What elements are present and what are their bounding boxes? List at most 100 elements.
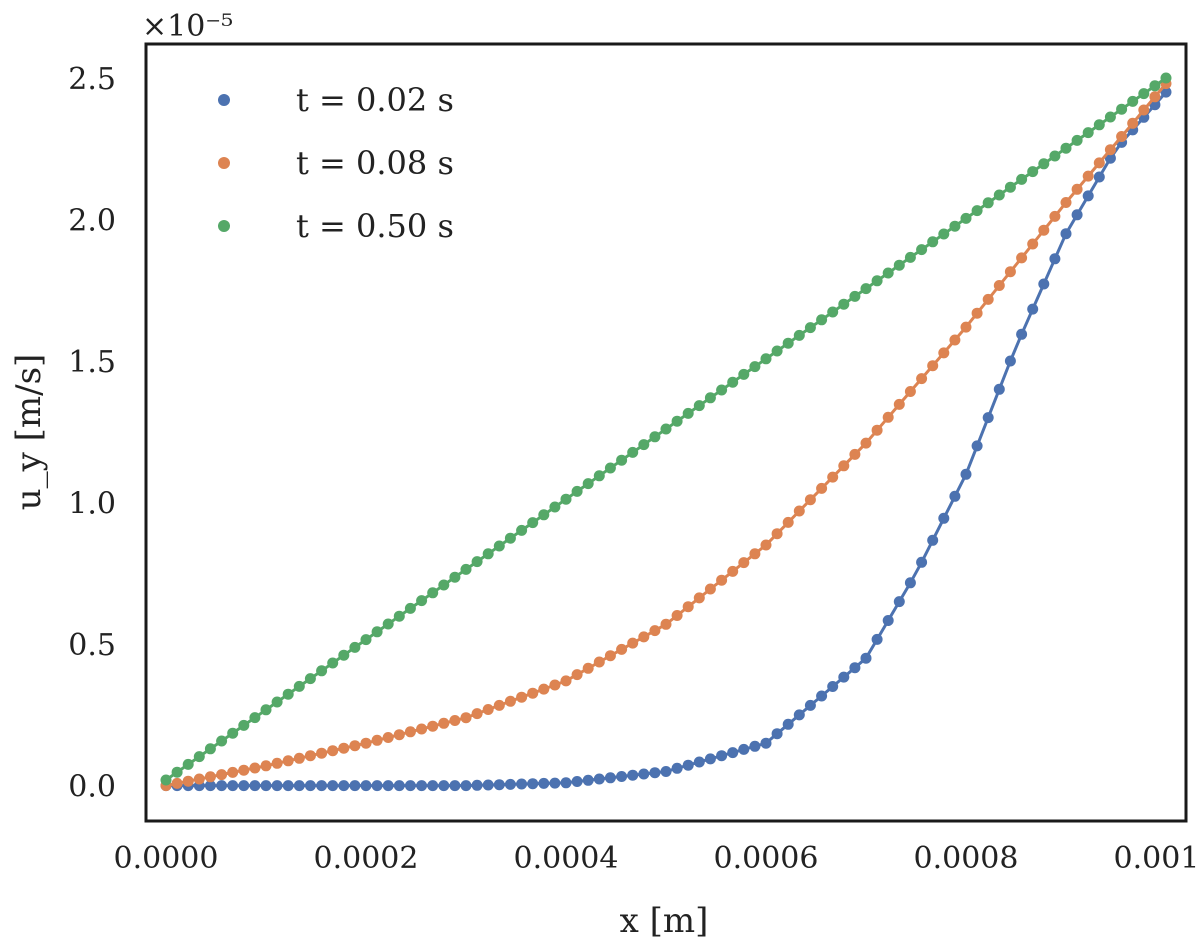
series-2-point: [1060, 197, 1072, 208]
series-1-point: [716, 750, 728, 762]
series-1-point: [404, 780, 416, 792]
series-layer: [160, 72, 1172, 792]
series-3-point: [749, 361, 761, 373]
series-3-point: [371, 626, 383, 638]
series-2-point: [449, 715, 461, 726]
series-1-point: [393, 780, 405, 792]
series-2-point: [316, 747, 328, 759]
y-tick-label: 0.0: [68, 770, 116, 805]
series-2-point: [327, 745, 339, 757]
series-1-point: [427, 780, 439, 792]
series-3-point: [771, 345, 783, 357]
series-3-point: [849, 290, 861, 302]
series-2-point: [1049, 210, 1061, 222]
series-3-point: [993, 189, 1005, 201]
legend-label: t = 0.02 s: [296, 81, 454, 119]
series-1-point: [471, 779, 483, 791]
series-3-point: [671, 415, 683, 427]
series-3-point: [549, 501, 561, 513]
series-2-point: [171, 777, 183, 789]
series-2-point: [260, 760, 272, 772]
series-3-point: [649, 431, 661, 443]
series-3-point: [660, 423, 672, 435]
series-1-point: [849, 662, 861, 674]
series-2-point: [649, 625, 661, 637]
series-3-point: [160, 774, 172, 786]
series-2-point: [982, 293, 994, 305]
series-2-point: [560, 675, 572, 687]
series-1-point: [316, 780, 328, 792]
series-2-point: [460, 712, 472, 724]
series-3-point: [760, 353, 772, 365]
series-1-point: [827, 681, 839, 692]
series-1-point: [1004, 355, 1016, 367]
series-1-point: [804, 699, 816, 711]
series-3-point: [1082, 127, 1094, 139]
series-3-point: [527, 517, 539, 529]
series-2-point: [871, 424, 883, 436]
series-1-point: [371, 780, 383, 792]
series-2-point: [371, 734, 383, 746]
series-3-point: [327, 657, 339, 669]
series-2-point: [938, 347, 950, 359]
series-3-point: [182, 758, 194, 770]
series-2-point: [360, 737, 372, 749]
series-1-point: [893, 596, 905, 608]
series-2-point: [804, 494, 816, 506]
series-3-point: [1049, 150, 1061, 162]
series-1-point: [1093, 171, 1105, 183]
series-1-point: [560, 777, 572, 789]
series-2-point: [727, 565, 739, 577]
series-2-point: [738, 557, 750, 569]
series-2-point: [271, 757, 283, 769]
series-3: [160, 72, 1172, 786]
series-2-point: [304, 750, 316, 762]
series-1-point: [349, 780, 361, 792]
series-3-point: [382, 618, 394, 630]
series-1-point: [916, 556, 928, 568]
series-1-point: [527, 778, 539, 790]
y-tick-label: 0.5: [68, 628, 116, 663]
series-3-point: [782, 337, 794, 349]
series-1-point: [971, 440, 983, 452]
series-1-point: [671, 762, 683, 774]
legend-label: t = 0.08 s: [296, 144, 454, 182]
series-2-point: [504, 695, 516, 707]
series-3-point: [204, 743, 216, 755]
series-2-point: [404, 726, 416, 738]
series-2-point: [471, 708, 483, 720]
series-2: [160, 78, 1172, 792]
x-tick-label: 0.0008: [914, 841, 1019, 876]
series-2-point: [816, 482, 828, 494]
series-2-point: [627, 637, 639, 649]
series-2-point: [893, 398, 905, 410]
series-3-point: [216, 735, 228, 747]
series-2-point: [704, 583, 716, 595]
series-2-point: [482, 704, 494, 715]
series-1-point: [204, 780, 216, 792]
series-3-point: [571, 485, 583, 497]
legend-marker: [218, 220, 230, 232]
series-3-point: [871, 275, 883, 287]
series-1-point: [1082, 190, 1094, 202]
series-1-point: [449, 780, 461, 792]
series-3-point: [1116, 103, 1128, 115]
series-3-point: [1027, 166, 1039, 178]
series-3-point: [349, 641, 361, 653]
series-3-point: [893, 259, 905, 271]
series-1-point: [1071, 209, 1083, 221]
series-3-point: [293, 680, 305, 692]
series-3-point: [460, 563, 472, 575]
series-1-point: [904, 577, 916, 589]
series-2-point: [782, 516, 794, 528]
series-2-point: [1082, 170, 1094, 182]
series-1-point: [649, 767, 661, 779]
series-2-point: [349, 740, 361, 752]
x-tick-label: 0.0004: [514, 841, 619, 876]
series-1-point: [838, 671, 850, 683]
series-2-point: [660, 618, 672, 630]
series-1-point: [282, 780, 294, 792]
series-2-point: [916, 373, 928, 385]
series-3-point: [449, 571, 461, 583]
